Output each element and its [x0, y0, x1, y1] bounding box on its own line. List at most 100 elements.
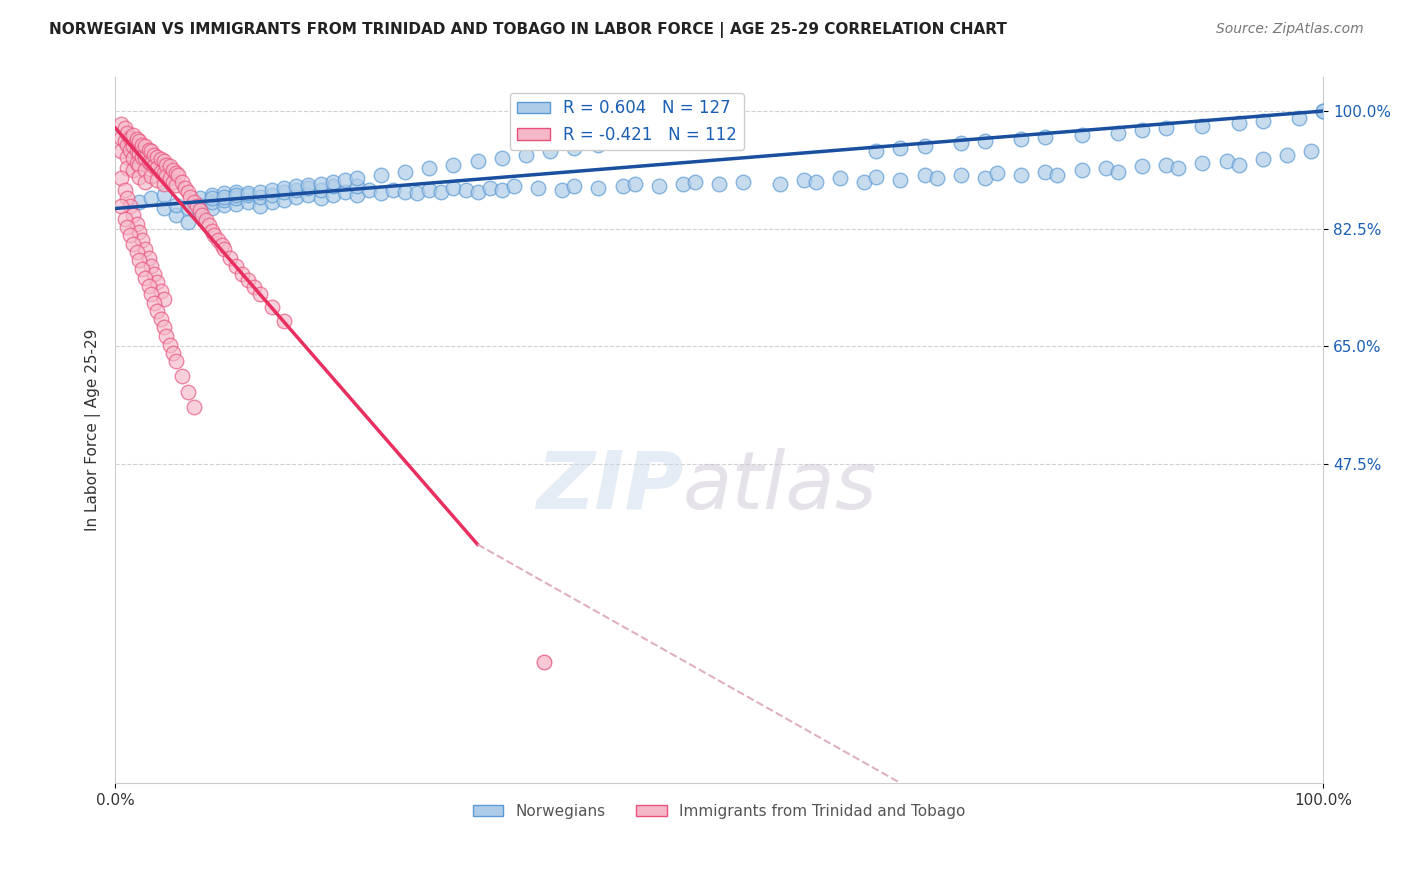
Point — [146, 161, 169, 176]
Point — [198, 219, 221, 233]
Point — [974, 134, 997, 148]
Point — [733, 175, 755, 189]
Point — [110, 118, 132, 132]
Point — [117, 126, 139, 140]
Point — [793, 172, 815, 186]
Point — [138, 251, 160, 265]
Point — [322, 179, 344, 194]
Point — [176, 202, 198, 216]
Point — [122, 208, 145, 222]
Point — [502, 179, 524, 194]
Point — [152, 154, 174, 169]
Point — [110, 171, 132, 186]
Point — [118, 228, 141, 243]
Point — [1107, 164, 1129, 178]
Point — [1035, 164, 1057, 178]
Point — [273, 314, 295, 328]
Point — [467, 154, 489, 169]
Point — [125, 132, 148, 146]
Point — [225, 191, 247, 205]
Point — [114, 211, 136, 226]
Point — [141, 191, 163, 205]
Point — [262, 194, 284, 209]
Point — [1288, 111, 1310, 125]
Point — [128, 158, 150, 172]
Point — [134, 163, 156, 178]
Point — [309, 183, 332, 197]
Point — [128, 169, 150, 184]
Point — [117, 161, 139, 176]
Point — [138, 143, 160, 157]
Point — [118, 131, 141, 145]
Point — [152, 166, 174, 180]
Point — [212, 186, 235, 200]
Point — [176, 215, 198, 229]
Point — [114, 120, 136, 135]
Point — [212, 198, 235, 212]
Point — [134, 175, 156, 189]
Point — [159, 171, 181, 186]
Point — [273, 185, 295, 199]
Point — [588, 181, 610, 195]
Point — [194, 213, 217, 227]
Text: Source: ZipAtlas.com: Source: ZipAtlas.com — [1216, 22, 1364, 37]
Point — [188, 191, 211, 205]
Point — [889, 141, 911, 155]
Point — [128, 253, 150, 268]
Point — [118, 143, 141, 157]
Point — [370, 168, 392, 182]
Point — [382, 183, 405, 197]
Point — [150, 284, 173, 298]
Point — [202, 228, 225, 243]
Point — [309, 177, 332, 191]
Point — [1191, 156, 1213, 170]
Point — [128, 194, 150, 209]
Point — [243, 280, 266, 294]
Point — [769, 177, 792, 191]
Point — [152, 292, 174, 306]
Point — [152, 178, 174, 192]
Point — [1046, 168, 1069, 182]
Point — [515, 147, 537, 161]
Point — [236, 194, 259, 209]
Point — [394, 185, 416, 199]
Point — [207, 233, 229, 247]
Point — [491, 151, 513, 165]
Point — [1301, 145, 1323, 159]
Point — [134, 242, 156, 256]
Point — [122, 237, 145, 252]
Point — [225, 259, 247, 273]
Point — [125, 156, 148, 170]
Point — [128, 134, 150, 148]
Point — [128, 225, 150, 239]
Point — [146, 304, 169, 318]
Point — [117, 137, 139, 152]
Point — [155, 329, 177, 343]
Point — [122, 151, 145, 165]
Point — [212, 193, 235, 207]
Point — [1167, 161, 1189, 176]
Point — [231, 267, 253, 281]
Point — [889, 172, 911, 186]
Point — [134, 270, 156, 285]
Point — [150, 164, 173, 178]
Point — [1035, 129, 1057, 144]
Point — [179, 190, 201, 204]
Point — [141, 145, 163, 159]
Point — [134, 151, 156, 165]
Point — [159, 159, 181, 173]
Point — [117, 219, 139, 234]
Point — [249, 190, 271, 204]
Point — [150, 153, 173, 167]
Point — [174, 181, 197, 195]
Point — [152, 320, 174, 334]
Point — [623, 177, 645, 191]
Point — [114, 183, 136, 197]
Point — [454, 183, 477, 197]
Point — [236, 186, 259, 200]
Point — [146, 172, 169, 186]
Point — [162, 175, 184, 189]
Point — [478, 181, 501, 195]
Text: NORWEGIAN VS IMMIGRANTS FROM TRINIDAD AND TOBAGO IN LABOR FORCE | AGE 25-29 CORR: NORWEGIAN VS IMMIGRANTS FROM TRINIDAD AN… — [49, 22, 1007, 38]
Point — [297, 178, 319, 192]
